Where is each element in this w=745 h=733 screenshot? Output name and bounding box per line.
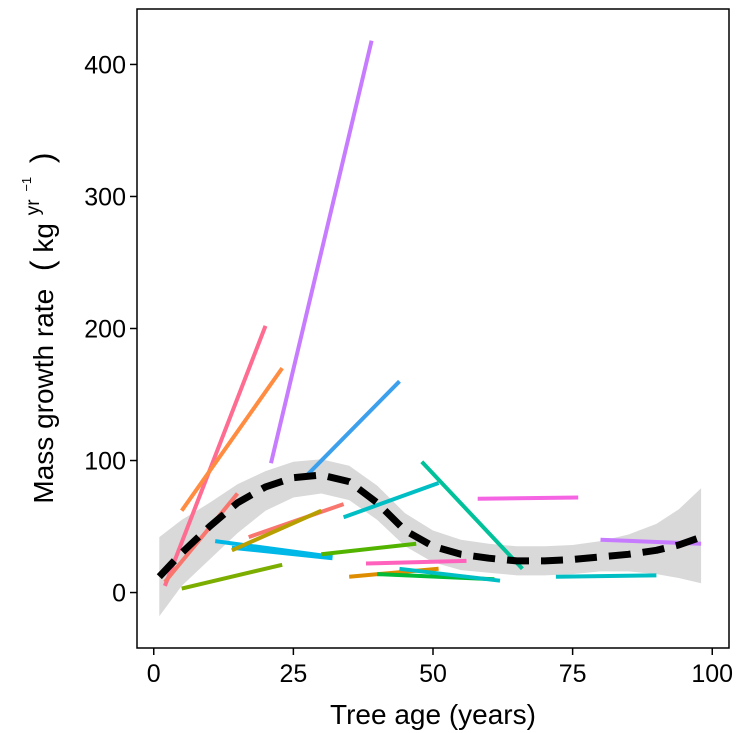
axis-ticks-layer: 0 25 50 75 100 0 100 200 300 400	[84, 51, 733, 688]
y-tick-label: 300	[84, 183, 126, 211]
tree-series-line-18	[399, 566, 501, 583]
y-axis-unit-open-paren: (	[24, 260, 60, 271]
y-axis-unit-sup-base: yr	[23, 199, 44, 216]
svg-text:Mass growth rate (: Mass growth rate ( kg yr −1 )	[6, 152, 60, 503]
y-axis-unit-close-paren: )	[24, 152, 60, 163]
y-tick-label: 100	[84, 448, 126, 476]
y-axis-unit-sup-exp: −1	[19, 177, 34, 192]
tree-series-line-7	[342, 481, 440, 520]
y-tick-label: 400	[84, 51, 126, 79]
tree-series-line-8	[477, 495, 579, 501]
tree-series-line-10	[231, 545, 333, 561]
confidence-band	[159, 459, 702, 617]
tree-series-line-16	[365, 558, 467, 566]
x-tick-label: 75	[559, 660, 587, 688]
y-tick-label: 0	[112, 580, 126, 608]
x-tick-label: 0	[147, 660, 161, 688]
y-axis-unit-base: kg	[28, 223, 59, 253]
y-axis-title: Mass growth rate ( kg yr −1 )	[6, 152, 60, 503]
tree-series-line-6	[420, 460, 524, 571]
tree-series-line-2	[163, 325, 268, 587]
trend-line-layer	[156, 471, 703, 580]
x-tick-label: 100	[691, 660, 733, 688]
tree-series-line-12	[231, 508, 323, 553]
x-tick-label: 50	[419, 660, 447, 688]
x-axis-title: Tree age (years)	[330, 699, 536, 730]
x-tick-label: 25	[279, 660, 307, 688]
tree-series-line-3	[163, 492, 240, 584]
tree-series-line-13	[321, 541, 417, 557]
tree-series-line-5	[303, 379, 401, 480]
tree-series-layer	[163, 40, 702, 591]
tree-series-line-19	[555, 573, 657, 579]
tree-series-line-14	[181, 562, 283, 591]
tree-series-line-4	[180, 366, 284, 512]
y-axis-title-text: Mass growth rate	[28, 289, 59, 504]
y-tick-label: 200	[84, 316, 126, 344]
trend-line	[156, 471, 703, 580]
confidence-band-layer	[159, 459, 702, 617]
tree-series-line-1	[269, 40, 374, 464]
